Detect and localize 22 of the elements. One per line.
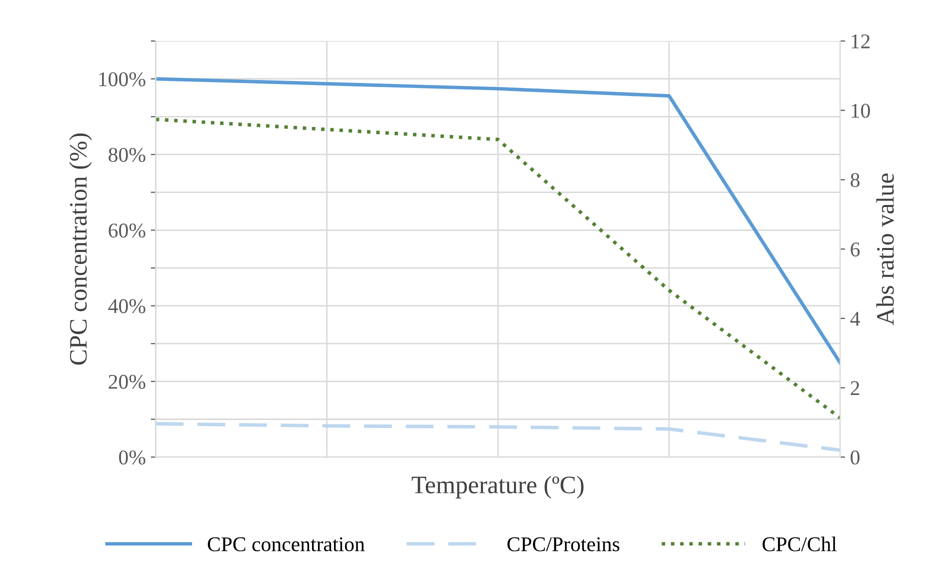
y-axis-title: CPC concentration (%) bbox=[69, 134, 92, 365]
y-tick-label: 20% bbox=[108, 374, 146, 389]
y2-tick-label: 2 bbox=[850, 381, 860, 395]
y2-axis-title: Abs ratio value bbox=[876, 174, 894, 326]
legend-label: CPC/Chl bbox=[762, 536, 837, 552]
legend-label: CPC concentration bbox=[208, 537, 365, 552]
line-series bbox=[156, 118, 840, 420]
y-tick-label: 80% bbox=[108, 148, 146, 162]
y2-tick-label: 12 bbox=[852, 34, 870, 48]
y2-tick-label: 0 bbox=[850, 450, 860, 465]
line-series bbox=[156, 77, 840, 365]
y2-tick-label: 6 bbox=[850, 242, 860, 256]
x-axis-title: Temperature (ºC) bbox=[412, 476, 584, 498]
y2-tick-label: 10 bbox=[852, 104, 870, 118]
line-series bbox=[156, 422, 840, 452]
y-tick-label: 100% bbox=[99, 72, 146, 86]
y-tick-label: 0% bbox=[119, 450, 146, 465]
y2-tick-label: 4 bbox=[850, 312, 860, 326]
y2-tick-label: 8 bbox=[850, 173, 860, 188]
y-tick-label: 60% bbox=[108, 224, 146, 238]
legend-label: CPC/Proteins bbox=[507, 537, 620, 552]
y-tick-label: 40% bbox=[108, 299, 146, 314]
